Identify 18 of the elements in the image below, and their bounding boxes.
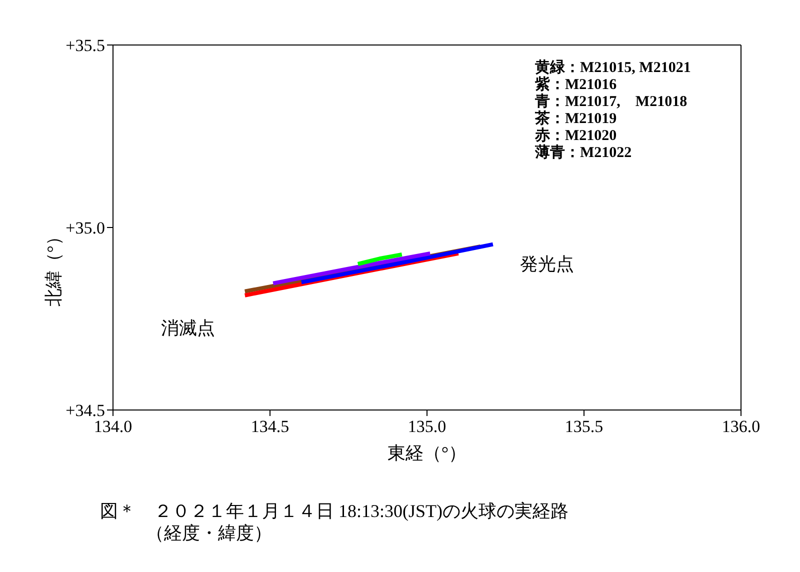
annotation: 消滅点 [161,317,215,340]
annotation: 赤：M21020 [535,128,618,144]
annotation: 黄緑：M21015, M21021 [535,60,691,76]
y-tick-label: +35.5 [66,36,105,56]
x-tick-label: 136.0 [722,417,760,436]
text: （経度・緯度） [145,522,273,544]
annotation: 茶：M21019 [535,111,618,127]
annotation: 紫：M21016 [535,77,618,93]
x-tick-label: 135.0 [408,417,446,436]
y-axis-title: 北緯（°） [43,228,64,307]
annotation: 発光点 [520,253,574,276]
x-axis-title: 東経（°） [387,442,467,463]
annotation: 薄青：M21022 [535,145,633,162]
x-tick-label: 135.5 [564,417,604,436]
annotation: 青：M21017, M21018 [535,94,688,110]
x-tick-label: 134.5 [250,417,290,436]
text: 図＊ ２０２１年１月１４日 18:13:30(JST)の火球の実経路 [100,500,570,522]
y-tick-label: +35.0 [66,218,105,238]
